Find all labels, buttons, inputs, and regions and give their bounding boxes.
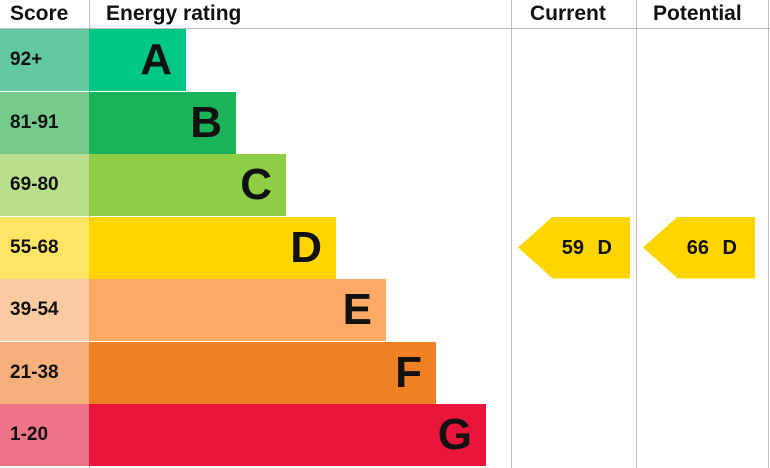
score-range-c: 69-80 bbox=[0, 154, 89, 216]
divider bbox=[0, 28, 770, 29]
rating-bar-e: E bbox=[89, 279, 386, 341]
score-range-f: 21-38 bbox=[0, 341, 89, 404]
header-energy-rating: Energy rating bbox=[106, 2, 242, 25]
rating-bar-a: A bbox=[89, 29, 186, 91]
rating-bar-b: B bbox=[89, 91, 236, 154]
score-range-e: 39-54 bbox=[0, 279, 89, 341]
score-range-b: 81-91 bbox=[0, 91, 89, 154]
score-range-d: 55-68 bbox=[0, 216, 89, 279]
header-potential: Potential bbox=[653, 2, 742, 25]
rating-bar-d: D bbox=[89, 216, 336, 279]
score-range-a: 92+ bbox=[0, 29, 89, 91]
rating-bar-g: G bbox=[89, 404, 486, 466]
potential-rating-label: 66 D bbox=[686, 236, 737, 259]
current-rating-label: 59 D bbox=[561, 236, 612, 259]
score-range-g: 1-20 bbox=[0, 404, 89, 466]
rating-bar-f: F bbox=[89, 341, 436, 404]
current-rating-arrow: 59 D bbox=[518, 216, 630, 279]
divider bbox=[636, 0, 637, 468]
header-score: Score bbox=[10, 2, 69, 25]
header-current: Current bbox=[530, 2, 606, 25]
potential-rating-arrow: 66 D bbox=[643, 216, 755, 279]
divider bbox=[768, 0, 769, 468]
rating-bar-c: C bbox=[89, 154, 286, 216]
divider bbox=[511, 0, 512, 468]
